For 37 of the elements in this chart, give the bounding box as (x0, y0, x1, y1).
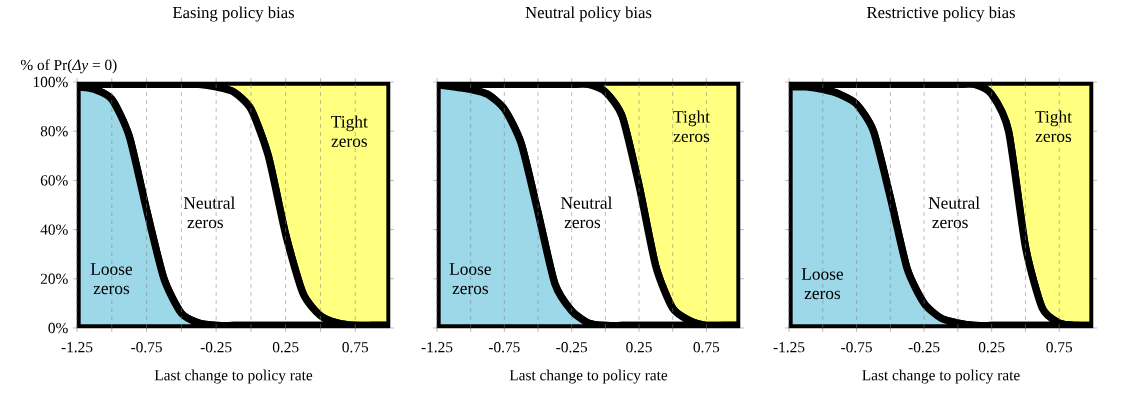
x-tick-label: -1.25 (61, 342, 93, 353)
x-tick-label: 0.25 (272, 342, 299, 353)
y-axis-title: % of Pr(Δy = 0) (20, 59, 117, 74)
x-tick-label: 0.75 (693, 342, 720, 353)
y-tick-label: 20% (40, 273, 68, 284)
annotation: Neutral zeros (928, 196, 980, 229)
x-tick-label: -0.25 (200, 342, 232, 353)
annotation: Loose zeros (449, 263, 491, 295)
y-tick-label: 80% (40, 126, 68, 137)
annotation: Tight zeros (673, 110, 710, 143)
y-tick-label: 100% (33, 76, 68, 88)
x-axis-title: Last change to policy rate (509, 369, 668, 384)
annotation: Loose zeros (90, 263, 133, 295)
y-tick-label: 0% (48, 322, 68, 334)
x-tick-label: -1.25 (773, 342, 805, 353)
annotation: Tight zeros (331, 115, 368, 147)
annotation: Neutral zeros (560, 196, 613, 229)
x-tick-label: -0.25 (556, 342, 588, 353)
chart-title: Neutral policy bias (525, 6, 652, 22)
x-tick-label: 0.25 (978, 342, 1005, 353)
y-tick-label: 60% (40, 175, 68, 186)
x-axis-title: Last change to policy rate (862, 369, 1020, 384)
x-tick-label: 0.75 (1046, 342, 1073, 353)
chart-title: Restrictive policy bias (866, 6, 1015, 22)
chart-title: Easing policy bias (172, 6, 295, 22)
x-tick-label: -0.75 (131, 342, 162, 353)
x-tick-label: 0.25 (626, 342, 652, 353)
x-tick-label: 0.75 (342, 342, 369, 353)
annotation: Tight zeros (1035, 110, 1072, 143)
x-tick-label: -0.25 (908, 342, 940, 353)
annotation: Neutral zeros (183, 196, 235, 229)
x-tick-label: -1.25 (421, 342, 453, 353)
y-tick-label: 40% (40, 224, 68, 235)
x-tick-label: -0.75 (488, 342, 520, 353)
x-tick-label: -0.75 (841, 342, 872, 353)
x-axis-title: Last change to policy rate (154, 369, 313, 384)
annotation: Loose zeros (801, 268, 844, 300)
